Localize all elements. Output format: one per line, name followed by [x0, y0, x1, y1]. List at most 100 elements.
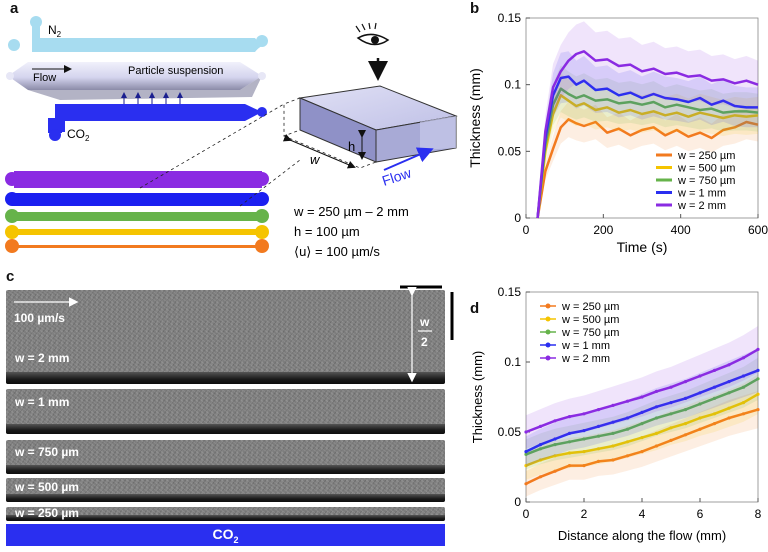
- chart-d-point: [669, 438, 673, 442]
- chart-d-legend-label: w = 1 mm: [561, 340, 610, 352]
- chart-d-point: [596, 424, 601, 428]
- chart-d-point: [596, 459, 601, 463]
- chart-d-point: [524, 430, 528, 434]
- chart-d-point: [756, 347, 760, 351]
- box-flow-label: Flow: [380, 164, 414, 189]
- chart-d-point: [712, 422, 717, 426]
- chart-d-point: [669, 385, 673, 389]
- chart-d-point: [727, 416, 731, 420]
- chart-b-xtick-label: 0: [523, 223, 530, 237]
- eye-icon: [355, 22, 390, 46]
- half-width-num: w: [419, 315, 430, 329]
- chart-d-point: [582, 437, 586, 441]
- chart-d-xtick-label: 8: [755, 507, 762, 521]
- chart-d-ytick-label: 0.15: [498, 285, 522, 299]
- chart-b-legend-label: w = 2 mm: [677, 200, 726, 212]
- chart-b-xtick-label: 400: [671, 223, 691, 237]
- chart-d-point: [611, 444, 615, 448]
- chart-d-point: [712, 396, 717, 400]
- chart-d-point: [553, 437, 557, 441]
- chart-d-point: [596, 447, 601, 451]
- panel-label-b: b: [470, 0, 480, 17]
- chart-d-legend-marker: [545, 355, 551, 361]
- schematic-diagram: N2 Flow Particle suspension CO2: [5, 16, 458, 259]
- micrograph-annotations: 100 µm/s w 2: [14, 285, 454, 383]
- chart-d-point: [727, 380, 731, 384]
- chart-d-xtick-label: 2: [581, 507, 588, 521]
- chart-d-point: [538, 447, 543, 451]
- chart-d-point: [611, 420, 615, 424]
- suspension-label: Particle suspension: [128, 65, 223, 77]
- param-height: h = 100 µm: [294, 224, 360, 239]
- chart-d-legend-marker: [545, 329, 551, 335]
- w-label: w: [310, 152, 321, 167]
- chart-d-point: [524, 464, 528, 468]
- chart-d-point: [611, 403, 615, 407]
- chart-d-legend-marker: [545, 303, 551, 309]
- chart-d-point: [567, 415, 572, 419]
- chart-b-band-w250: [537, 101, 758, 218]
- chart-d-band-w500: [526, 374, 758, 480]
- chart-d-point: [640, 436, 644, 440]
- chart-b-series-w500: [536, 94, 759, 219]
- chart-d-legend-label: w = 750 µm: [561, 327, 619, 339]
- chart-d-band-w1: [526, 348, 758, 467]
- chart-b-series-w750: [536, 87, 759, 219]
- chart-b-legend-label: w = 1 mm: [677, 188, 726, 200]
- chart-b-xtick-label: 200: [593, 223, 613, 237]
- chart-d-point: [756, 392, 760, 396]
- chart-d-point: [553, 469, 557, 473]
- chart-d-legend-label: w = 500 µm: [561, 314, 619, 326]
- chart-d-point: [712, 385, 717, 389]
- chart-d-point: [741, 374, 746, 378]
- chart-d-point: [640, 422, 644, 426]
- chart-d-point: [698, 391, 702, 395]
- chart-d-point: [538, 475, 543, 479]
- chart-d-point: [553, 443, 557, 447]
- chart-b-ytick-label: 0.1: [504, 78, 521, 92]
- chart-d-point: [625, 399, 630, 403]
- chart-d-point: [698, 402, 702, 406]
- strip-label-1mm: w = 1 mm: [15, 395, 70, 409]
- param-velocity: ⟨u⟩ = 100 µm/s: [294, 244, 380, 259]
- chart-d-point: [567, 440, 572, 444]
- chart-b-ytick-label: 0.15: [498, 11, 522, 25]
- n2-label: N2: [48, 23, 62, 39]
- chart-d-point: [582, 429, 586, 433]
- chart-d-xlabel: Distance along the flow (mm): [558, 528, 726, 543]
- chart-b: 0 0.05 0.1 0.15 0 200 400 600 Time (s) Thickness …: [467, 11, 768, 255]
- chart-d-point: [654, 405, 659, 409]
- box-flow-arrow: [383, 147, 434, 171]
- width-arrow: [282, 133, 356, 169]
- chart-d-point: [698, 416, 702, 420]
- chart-d-legend-label: w = 250 µm: [561, 301, 619, 313]
- chart-d-legend-marker: [545, 342, 551, 348]
- chart-d-point: [712, 412, 717, 416]
- zoom-guides: [139, 103, 301, 207]
- chart-d-point: [567, 464, 572, 468]
- chart-d-point: [727, 406, 731, 410]
- chart-d-point: [712, 368, 717, 372]
- co2-channel: [48, 104, 267, 141]
- chart-b-series-w250: [536, 118, 759, 219]
- chart-d-point: [669, 412, 673, 416]
- chart-b-band-w2: [537, 21, 758, 219]
- chart-d-point: [582, 412, 586, 416]
- chart-d-point: [567, 451, 572, 455]
- chart-d-point: [756, 377, 760, 381]
- co2-bar: CO2: [6, 524, 445, 546]
- chart-d-xtick-label: 6: [697, 507, 704, 521]
- n2-channel: [8, 16, 268, 52]
- chart-d-point: [625, 454, 630, 458]
- chart-d-point: [698, 427, 702, 431]
- flow-label: Flow: [33, 72, 56, 84]
- micrograph-strip-1mm: w = 1 mm: [6, 389, 445, 434]
- chart-d-point: [654, 416, 659, 420]
- chart-d-point: [756, 368, 760, 372]
- chart-d-point: [698, 374, 702, 378]
- chart-d-point: [683, 380, 688, 384]
- chart-d: 0 0.05 0.1 0.15 0 2 4 6 8 Distance along the flow…: [470, 285, 762, 543]
- chart-d-point: [640, 410, 644, 414]
- chart-d-point: [611, 458, 615, 462]
- h-label: h: [348, 139, 355, 154]
